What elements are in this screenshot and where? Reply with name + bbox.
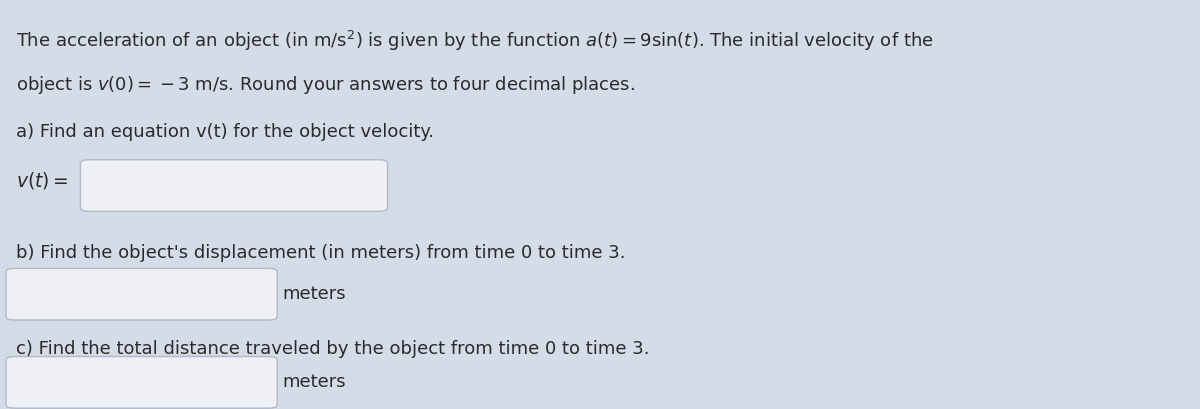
Text: c) Find the total distance traveled by the object from time 0 to time 3.: c) Find the total distance traveled by t…: [16, 339, 649, 357]
Text: meters: meters: [282, 284, 346, 302]
FancyBboxPatch shape: [6, 269, 277, 320]
Text: $v(t) =$: $v(t) =$: [16, 169, 68, 191]
Text: object is $v(0) = -3$ m/s. Round your answers to four decimal places.: object is $v(0) = -3$ m/s. Round your an…: [16, 74, 635, 96]
Text: a) Find an equation v(t) for the object velocity.: a) Find an equation v(t) for the object …: [16, 123, 433, 141]
Text: b) Find the object's displacement (in meters) from time 0 to time 3.: b) Find the object's displacement (in me…: [16, 243, 625, 261]
FancyBboxPatch shape: [6, 357, 277, 408]
FancyBboxPatch shape: [80, 160, 388, 212]
Text: meters: meters: [282, 372, 346, 390]
Text: The acceleration of an object (in m/s$^2$) is given by the function $a(t) = 9\si: The acceleration of an object (in m/s$^2…: [16, 29, 934, 53]
